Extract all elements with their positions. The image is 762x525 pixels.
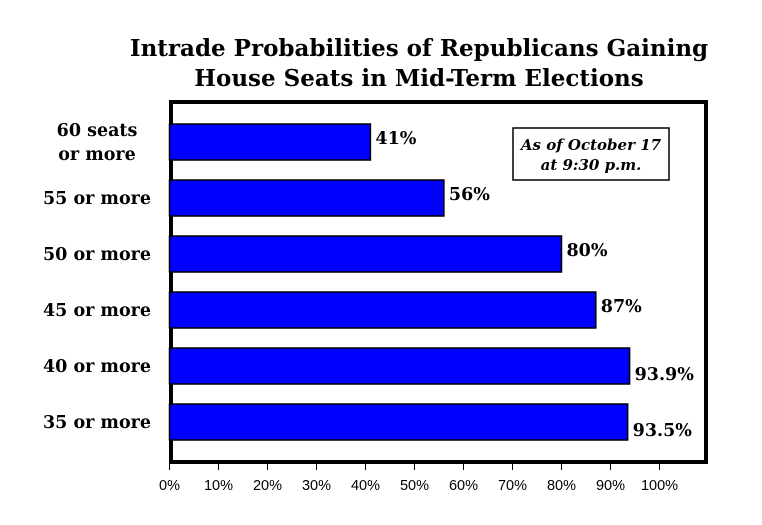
x-tick-label: 60% — [449, 478, 478, 494]
x-axis: 0% 10% 20% 30% 40% 50% 60% 70% 80% 90% 100% — [159, 462, 706, 494]
data-label: 93.9% — [635, 365, 695, 385]
annotation-frame — [512, 127, 670, 181]
x-tick-label: 90% — [596, 478, 625, 494]
category-labels: 60 seats or more 55 or more 50 or more 45 or… — [43, 121, 151, 433]
category-label: 50 or more — [43, 245, 151, 265]
data-label: 80% — [567, 241, 608, 261]
x-tick-label: 50% — [400, 478, 429, 494]
bar — [168, 403, 629, 441]
data-label: 93.5% — [633, 421, 693, 441]
bars — [168, 123, 631, 441]
category-label: 35 or more — [43, 413, 151, 433]
data-label: 87% — [601, 297, 642, 317]
data-label: 41% — [375, 129, 416, 149]
x-tick-label: 10% — [204, 478, 233, 494]
chart-title-line: House Seats in Mid-Term Elections — [194, 65, 643, 92]
x-tick-label: 0% — [159, 478, 180, 494]
category-label: 40 or more — [43, 357, 151, 377]
bar — [168, 347, 631, 385]
annotation-text: As of October 17 — [519, 136, 662, 154]
category-label: 45 or more — [43, 301, 151, 321]
x-tick-label: 20% — [253, 478, 282, 494]
x-tick-label: 70% — [498, 478, 527, 494]
bar — [168, 123, 372, 161]
bar — [168, 235, 563, 273]
data-labels: 41% 56% 80% 87% 93.9% 93.5% — [375, 129, 694, 441]
x-tick-label: 80% — [547, 478, 576, 494]
category-label: 60 seats — [57, 121, 138, 141]
bar — [168, 291, 597, 329]
x-tick-label: 100% — [641, 478, 678, 494]
category-label: 55 or more — [43, 189, 151, 209]
x-tick-label: 40% — [351, 478, 380, 494]
data-label: 56% — [449, 185, 490, 205]
chart-title: Intrade Probabilities of Republicans Gai… — [130, 35, 708, 92]
annotation-box: As of October 17 at 9:30 p.m. — [512, 127, 670, 181]
chart-title-line: Intrade Probabilities of Republicans Gai… — [130, 35, 708, 62]
category-label: or more — [58, 145, 136, 165]
x-tick-label: 30% — [302, 478, 331, 494]
bar — [168, 179, 445, 217]
annotation-text: at 9:30 p.m. — [541, 156, 642, 174]
